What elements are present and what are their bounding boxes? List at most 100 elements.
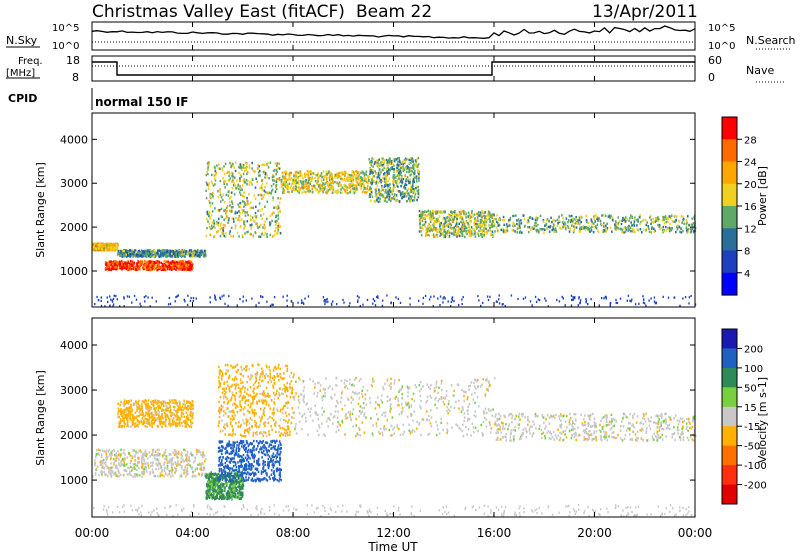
scatter-point <box>113 262 116 266</box>
scatter-point <box>160 261 163 265</box>
scatter-point <box>94 464 96 467</box>
scatter-point <box>410 173 412 177</box>
scatter-point <box>181 252 183 256</box>
scatter-point <box>149 471 152 474</box>
scatter-point <box>264 190 267 194</box>
scatter-point <box>275 215 277 218</box>
scatter-point <box>601 214 603 217</box>
scatter-point <box>512 229 515 232</box>
scatter-point <box>332 181 335 185</box>
scatter-point <box>189 263 191 266</box>
scatter-point <box>99 247 101 250</box>
scatter-point <box>653 300 656 303</box>
scatter-point <box>319 174 322 177</box>
scatter-point <box>370 169 373 172</box>
scatter-point <box>556 218 559 221</box>
scatter-point <box>171 250 174 254</box>
scatter-point <box>320 172 323 175</box>
scatter-point <box>199 451 202 454</box>
scatter-point <box>418 299 420 302</box>
scatter-point <box>242 172 245 176</box>
scatter-point <box>396 170 398 174</box>
scatter-point <box>188 457 190 460</box>
scatter-point <box>230 226 233 229</box>
scatter-point <box>272 196 274 199</box>
scatter-point <box>689 231 692 234</box>
scatter-point <box>152 255 155 258</box>
scatter-point <box>125 267 128 271</box>
noise-right-label: N.Search <box>746 34 796 47</box>
cpid-value: normal 150 IF <box>95 95 189 109</box>
scatter-point <box>225 215 228 218</box>
scatter-point <box>363 191 366 194</box>
scatter-point <box>473 220 476 223</box>
scatter-point <box>491 224 494 228</box>
scatter-point <box>355 187 358 190</box>
scatter-point <box>100 246 103 249</box>
scatter-point <box>432 228 435 231</box>
scatter-point <box>444 221 447 224</box>
scatter-point <box>104 305 106 308</box>
scatter-point <box>443 222 446 225</box>
scatter-point <box>373 174 375 178</box>
scatter-point <box>439 304 441 307</box>
scatter-point <box>222 176 224 180</box>
scatter-point <box>274 169 276 172</box>
scatter-point <box>139 474 141 477</box>
scatter-point <box>631 224 633 227</box>
scatter-point <box>299 171 301 174</box>
scatter-point <box>156 448 159 452</box>
scatter-point <box>451 297 453 300</box>
scatter-point <box>428 212 430 215</box>
scatter-point <box>392 163 394 166</box>
scatter-point <box>141 454 144 457</box>
scatter-point <box>431 216 434 219</box>
scatter-point <box>509 218 511 221</box>
scatter-point <box>318 174 320 177</box>
scatter-point <box>393 174 396 177</box>
scatter-point <box>366 298 369 302</box>
scatter-point <box>107 264 109 267</box>
scatter-point <box>604 227 607 230</box>
freq-tick-18: 18 <box>66 54 80 67</box>
scatter-point <box>96 295 98 299</box>
scatter-point <box>115 248 118 251</box>
scatter-point <box>464 210 467 214</box>
scatter-point <box>385 183 388 187</box>
scatter-point <box>435 227 438 230</box>
scatter-point <box>349 186 351 189</box>
scatter-point <box>352 187 354 190</box>
scatter-point <box>571 298 573 301</box>
scatter-point <box>200 468 202 471</box>
scatter-point <box>143 457 145 460</box>
scatter-point <box>165 249 167 253</box>
scatter-point <box>155 260 157 263</box>
scatter-point <box>686 229 688 232</box>
scatter-point <box>228 191 231 194</box>
scatter-point <box>239 166 241 169</box>
scatter-point <box>653 220 655 223</box>
scatter-point <box>151 468 154 471</box>
scatter-point <box>425 210 428 214</box>
scatter-point <box>176 464 178 467</box>
scatter-point <box>531 304 533 307</box>
scatter-point <box>194 459 196 462</box>
scatter-point <box>229 173 231 176</box>
scatter-point <box>189 464 192 467</box>
scatter-point <box>129 255 132 258</box>
scatter-point <box>384 175 386 178</box>
scatter-point <box>393 193 396 196</box>
scatter-point <box>255 216 258 220</box>
scatter-point <box>410 190 412 193</box>
scatter-point <box>175 252 177 255</box>
scatter-point <box>96 245 98 248</box>
scatter-point <box>257 167 259 171</box>
scatter-point <box>140 252 142 256</box>
scatter-point <box>109 295 111 298</box>
scatter-point <box>280 181 283 184</box>
scatter-point <box>658 217 660 221</box>
scatter-point <box>254 231 257 234</box>
scatter-point <box>442 218 444 221</box>
scatter-point <box>438 215 441 218</box>
scatter-point <box>159 466 162 469</box>
